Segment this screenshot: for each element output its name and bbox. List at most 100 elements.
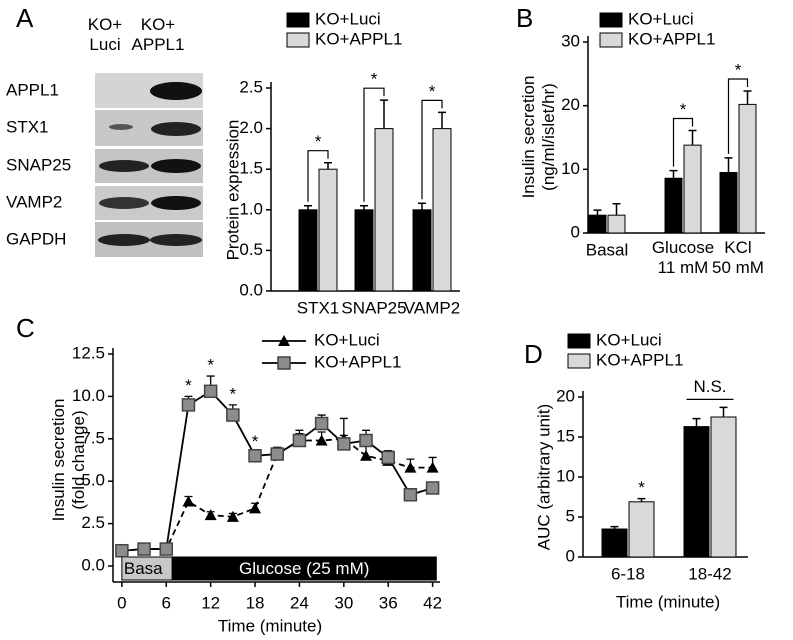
- error-bar: [418, 202, 426, 210]
- marker: [337, 437, 351, 451]
- y-tick-label: 0.0: [239, 280, 263, 299]
- bar: [432, 128, 452, 292]
- blot-row-label: SNAP25: [6, 155, 71, 174]
- marker: [314, 416, 329, 431]
- legend-label: KO+Luci: [628, 9, 694, 28]
- marker: [381, 450, 395, 465]
- blot-band: [150, 82, 202, 100]
- annotation: *: [429, 82, 436, 101]
- bar: [354, 209, 374, 292]
- y-tick-label: 20: [561, 95, 580, 114]
- error-bar: [324, 161, 332, 170]
- blot-row-label: VAMP2: [6, 192, 62, 211]
- x-tick-label: 36: [379, 593, 398, 612]
- bar: [683, 426, 710, 558]
- error-bar: [669, 169, 678, 179]
- blot-row-label: APPL1: [6, 80, 59, 99]
- y-tick-label: 10.0: [72, 386, 105, 405]
- marker: [226, 408, 240, 422]
- significance-bracket: [421, 99, 443, 200]
- x-tick-label: SNAP25: [341, 298, 406, 317]
- legend-label: KO+APPL1: [628, 29, 715, 48]
- y-tick-label: 5: [566, 506, 575, 525]
- y-tick-label: 2.5: [81, 513, 105, 532]
- significance-bracket: [307, 150, 329, 202]
- x-tick-label: 18: [246, 593, 265, 612]
- x-tick-label: KCl 50 mM: [712, 239, 764, 278]
- bar: [664, 177, 683, 234]
- x-tick-label: 6: [162, 593, 171, 612]
- bar: [683, 144, 702, 234]
- marker: [226, 510, 239, 522]
- blot-band: [98, 234, 150, 246]
- legend-marker: [278, 335, 290, 346]
- x-tick-label: 42: [423, 593, 442, 612]
- x-tick-label: STX1: [297, 298, 340, 317]
- y-tick-label: 0: [566, 546, 575, 565]
- significance-bracket: [672, 117, 694, 167]
- annotation: *: [185, 376, 192, 395]
- annotation: *: [207, 356, 214, 375]
- blot-column-label: KO+ APPL1: [132, 16, 185, 55]
- y-tick-label: 2.0: [239, 118, 263, 137]
- bar: [588, 214, 607, 234]
- marker: [270, 447, 284, 461]
- blot-row-label: STX1: [6, 117, 49, 136]
- y-tick-label: 10: [561, 159, 580, 178]
- error-bar: [724, 157, 733, 173]
- series-line: [121, 390, 433, 552]
- x-tick-label: 30: [334, 593, 353, 612]
- error-bar: [692, 417, 701, 427]
- bar: [374, 128, 394, 292]
- marker: [426, 461, 439, 473]
- legend-swatch: [286, 12, 310, 28]
- annotation: *: [371, 70, 378, 89]
- blot-band: [151, 159, 201, 173]
- blot-band: [99, 160, 149, 172]
- marker: [360, 449, 373, 461]
- legend-swatch: [567, 353, 591, 369]
- error-bar: [360, 204, 368, 210]
- x-axis-label: Time (minute): [218, 616, 322, 635]
- legend-label: KO+APPL1: [314, 352, 401, 371]
- error-bar: [743, 90, 752, 105]
- error-bar: [304, 204, 312, 210]
- bar: [719, 172, 738, 234]
- legend-label: KO+Luci: [596, 330, 662, 349]
- x-tick-label: 12: [201, 593, 220, 612]
- bar: [628, 501, 655, 558]
- legend-swatch: [567, 333, 591, 349]
- bar: [607, 214, 626, 234]
- annotation: *: [230, 384, 237, 403]
- marker: [359, 433, 373, 448]
- bar: [412, 209, 432, 292]
- legend-swatch: [599, 32, 623, 48]
- series-line: [121, 437, 433, 552]
- legend-label: KO+APPL1: [315, 29, 402, 48]
- error-bar: [719, 406, 728, 417]
- marker: [292, 433, 307, 448]
- blot-band: [109, 124, 133, 130]
- marker: [115, 543, 129, 558]
- y-tick-label: 30: [561, 31, 580, 50]
- y-tick-label: 12.5: [72, 343, 105, 362]
- marker: [137, 542, 151, 556]
- significance-bracket: [727, 78, 749, 154]
- x-tick-label: 24: [290, 593, 309, 612]
- legend-label: KO+Luci: [314, 330, 380, 349]
- marker: [159, 542, 174, 556]
- bar: [601, 528, 628, 558]
- annotation: *: [315, 132, 322, 151]
- blot-row-label: GAPDH: [6, 229, 66, 248]
- panel-letter: A: [16, 3, 34, 33]
- error-bar: [438, 111, 446, 129]
- x-tick-label: Basal: [586, 240, 629, 259]
- x-tick-label: 18-42: [688, 564, 731, 583]
- marker: [425, 481, 440, 495]
- x-tick-label: 0: [117, 593, 126, 612]
- panel-letter: B: [516, 3, 533, 33]
- y-tick-label: 1.5: [239, 159, 263, 178]
- marker: [315, 434, 328, 446]
- legend-marker: [277, 356, 291, 370]
- bar: [710, 416, 737, 558]
